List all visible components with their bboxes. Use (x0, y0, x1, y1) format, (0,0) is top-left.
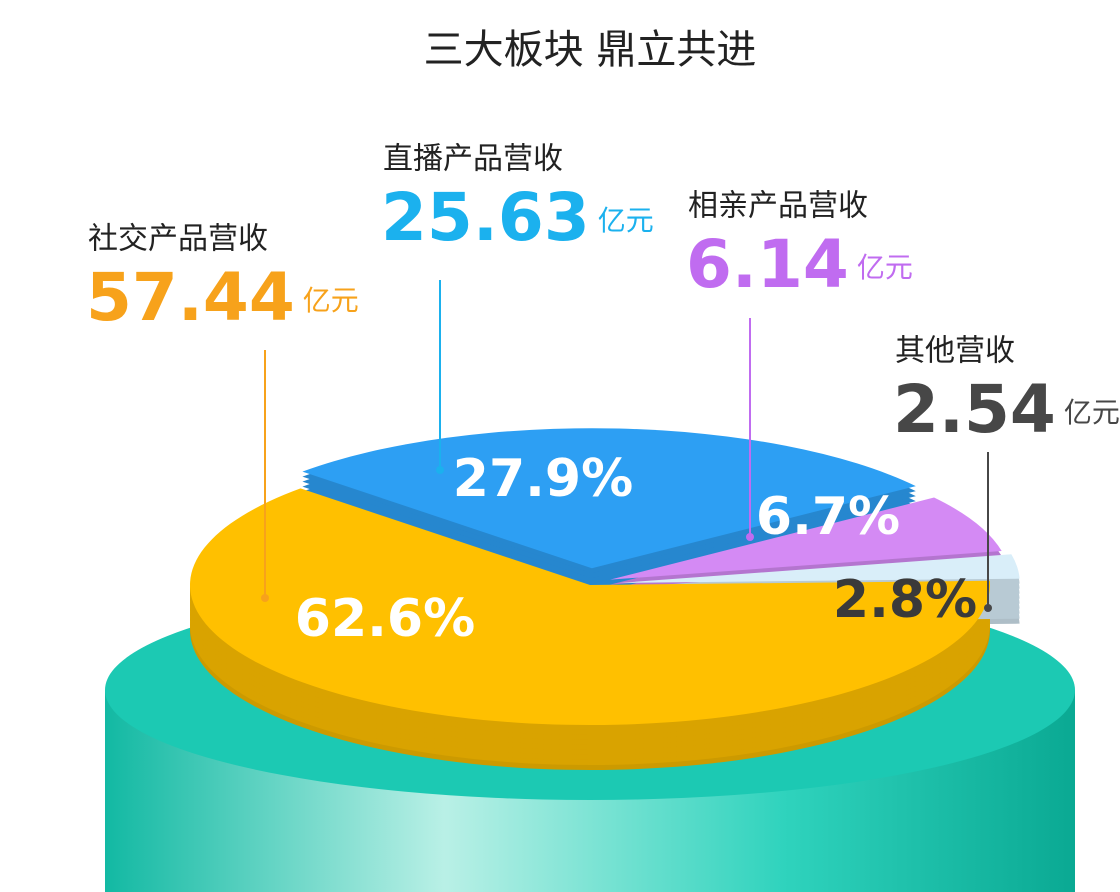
amount-label: 25.63 亿元 (381, 179, 654, 256)
category-label: 社交产品营收 (88, 222, 268, 257)
pie-slice (610, 497, 1002, 580)
leader-dot (261, 594, 269, 602)
amount-label: 2.54 亿元 (893, 371, 1120, 448)
amount-value: 57.44 (86, 259, 295, 336)
leader-dot (436, 466, 444, 474)
amount-value: 2.54 (893, 371, 1056, 448)
percent-label: 6.7% (756, 487, 900, 547)
percent-label: 62.6% (295, 589, 475, 649)
leader-dot (984, 604, 992, 612)
pie-slice (302, 428, 916, 569)
percent-label: 27.9% (453, 449, 633, 509)
category-label: 其他营收 (895, 334, 1015, 369)
amount-unit: 亿元 (303, 284, 359, 317)
amount-value: 25.63 (381, 179, 590, 256)
category-label: 直播产品营收 (383, 142, 563, 177)
pie-slice (619, 554, 1020, 583)
leader-dot (746, 533, 754, 541)
subtitle: 三大板块 鼎立共进 (424, 27, 757, 73)
amount-value: 6.14 (686, 226, 849, 303)
pie-slice (189, 488, 990, 726)
amount-unit: 亿元 (1064, 396, 1120, 429)
amount-label: 57.44 亿元 (86, 259, 359, 336)
amount-unit: 亿元 (857, 251, 913, 284)
percent-label: 2.8% (833, 570, 977, 630)
amount-label: 6.14 亿元 (686, 226, 913, 303)
amount-unit: 亿元 (598, 204, 654, 237)
category-label: 相亲产品营收 (688, 189, 868, 224)
